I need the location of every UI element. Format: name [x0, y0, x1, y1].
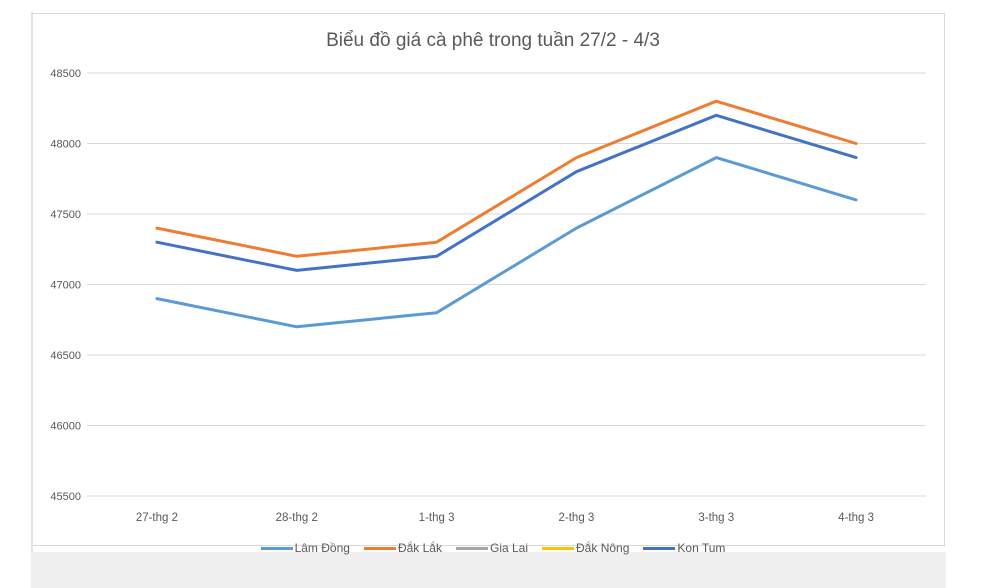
legend-label: Lâm Đồng — [294, 541, 350, 555]
legend-label: Kon Tum — [677, 541, 726, 555]
chart-legend: Lâm Đồng Đắk Lắk Gia Lai Đắk Nông Kon Tum — [0, 540, 986, 556]
y-tick-label: 48500 — [50, 68, 81, 80]
y-tick-label: 45500 — [50, 491, 81, 503]
legend-label: Đắk Lắk — [397, 541, 442, 555]
y-tick-label: 46500 — [50, 350, 81, 362]
gridlines — [87, 72, 926, 497]
legend-label: Đắk Nông — [576, 541, 630, 555]
x-tick-label: 4-thg 3 — [838, 512, 874, 524]
x-tick-label: 3-thg 3 — [698, 512, 734, 524]
y-tick-label: 46000 — [50, 421, 81, 433]
legend-swatch-icon — [542, 546, 575, 550]
legend-label: Gia Lai — [489, 541, 529, 555]
y-axis-ticks: 45500 46000 46500 47000 47500 48000 48500 — [50, 68, 81, 503]
legend-swatch-icon — [260, 546, 293, 550]
legend-item[interactable]: Gia Lai — [455, 541, 529, 555]
x-tick-label: 28-thg 2 — [276, 512, 318, 524]
series-lines — [155, 99, 858, 329]
y-tick-label: 47000 — [50, 280, 81, 292]
series-line[interactable] — [155, 99, 858, 258]
series-line[interactable] — [155, 113, 858, 272]
legend-item[interactable]: Đắk Lắk — [363, 541, 442, 555]
chart-title: Biểu đồ giá cà phê trong tuần 27/2 - 4/3 — [326, 30, 660, 51]
sheet-row-strip — [31, 552, 946, 588]
x-tick-label: 1-thg 3 — [419, 512, 455, 524]
x-tick-label: 27-thg 2 — [136, 512, 178, 524]
legend-item[interactable]: Kon Tum — [643, 541, 725, 555]
y-tick-label: 48000 — [50, 139, 81, 151]
sheet-column-edge — [31, 12, 33, 552]
x-axis-ticks: 27-thg 2 28-thg 2 1-thg 3 2-thg 3 3-thg 3 4-t… — [136, 512, 874, 524]
legend-swatch-icon — [455, 546, 488, 550]
x-tick-label: 2-thg 3 — [559, 512, 595, 524]
legend-swatch-icon — [363, 546, 396, 550]
legend-swatch-icon — [643, 546, 676, 550]
legend-item[interactable]: Lâm Đồng — [260, 541, 350, 555]
legend-item[interactable]: Đắk Nông — [542, 541, 629, 555]
y-tick-label: 47500 — [50, 209, 81, 221]
series-line[interactable] — [155, 156, 858, 329]
